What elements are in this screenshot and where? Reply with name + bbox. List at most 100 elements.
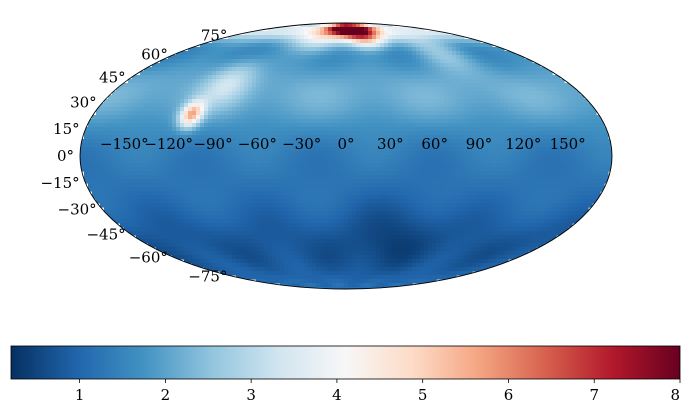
heatmap-cell (396, 115, 401, 120)
heatmap-cell (328, 155, 333, 160)
heatmap-cell (448, 51, 453, 56)
heatmap-cell (524, 163, 529, 168)
heatmap-cell (168, 55, 173, 60)
heatmap-cell (280, 199, 285, 204)
heatmap-cell (200, 167, 205, 172)
heatmap-cell (228, 119, 233, 124)
heatmap-cell (400, 191, 405, 196)
heatmap-cell (472, 87, 477, 92)
heatmap-cell (288, 159, 293, 164)
heatmap-cell (260, 39, 265, 44)
heatmap-cell (296, 79, 301, 84)
heatmap-cell (392, 95, 397, 100)
heatmap-cell (116, 151, 121, 156)
heatmap-cell (248, 103, 253, 108)
heatmap-cell (304, 103, 309, 108)
heatmap-cell (200, 163, 205, 168)
heatmap-cell (560, 119, 565, 124)
heatmap-cell (460, 75, 465, 80)
heatmap-cell (552, 167, 557, 172)
heatmap-cell (248, 119, 253, 124)
heatmap-cell (512, 119, 517, 124)
heatmap-cell (108, 131, 113, 136)
heatmap-cell (204, 147, 209, 152)
heatmap-cell (352, 147, 357, 152)
heatmap-cell (520, 191, 525, 196)
heatmap-cell (264, 51, 269, 56)
heatmap-cell (180, 143, 185, 148)
heatmap-cell (280, 111, 285, 116)
heatmap-cell (520, 87, 525, 92)
heatmap-cell (424, 55, 429, 60)
heatmap-cell (140, 83, 145, 88)
heatmap-cell (452, 99, 457, 104)
heatmap-cell (312, 83, 317, 88)
heatmap-cell (436, 115, 441, 120)
heatmap-cell (212, 143, 217, 148)
heatmap-cell (488, 179, 493, 184)
heatmap-cell (280, 167, 285, 172)
heatmap-cell (256, 191, 261, 196)
heatmap-cell (516, 67, 521, 72)
heatmap-cell (444, 159, 449, 164)
heatmap-cell (104, 115, 109, 120)
heatmap-cell (460, 59, 465, 64)
heatmap-cell (448, 179, 453, 184)
heatmap-cell (480, 183, 485, 188)
heatmap-cell (528, 199, 533, 204)
heatmap-cell (144, 187, 149, 192)
heatmap-cell (108, 147, 113, 152)
heatmap-cell (336, 79, 341, 84)
heatmap-cell (252, 191, 257, 196)
heatmap-cell (212, 195, 217, 200)
heatmap-cell (332, 191, 337, 196)
heatmap-cell (208, 151, 213, 156)
heatmap-cell (384, 23, 389, 28)
heatmap-cell (396, 107, 401, 112)
heatmap-cell (508, 75, 513, 80)
heatmap-cell (428, 135, 433, 140)
heatmap-cell (188, 87, 193, 92)
heatmap-cell (160, 163, 165, 168)
heatmap-cell (528, 143, 533, 148)
heatmap-cell (316, 139, 321, 144)
heatmap-cell (240, 147, 245, 152)
heatmap-cell (184, 179, 189, 184)
heatmap-cell (148, 183, 153, 188)
heatmap-cell (600, 179, 605, 184)
heatmap-cell (400, 91, 405, 96)
heatmap-cell (364, 179, 369, 184)
heatmap-cell (560, 175, 565, 180)
heatmap-cell (500, 71, 505, 76)
heatmap-cell (512, 199, 517, 204)
heatmap-cell (336, 99, 341, 104)
heatmap-cell (472, 67, 477, 72)
heatmap-cell (160, 71, 165, 76)
heatmap-cell (148, 131, 153, 136)
heatmap-cell (108, 175, 113, 180)
heatmap-cell (316, 99, 321, 104)
heatmap-cell (372, 171, 377, 176)
heatmap-cell (504, 67, 509, 72)
heatmap-cell (408, 95, 413, 100)
heatmap-cell (180, 99, 185, 104)
heatmap-cell (484, 167, 489, 172)
heatmap-cell (164, 107, 169, 112)
heatmap-cell (528, 175, 533, 180)
heatmap-cell (88, 179, 93, 184)
heatmap-cell (440, 147, 445, 152)
heatmap-cell (308, 151, 313, 156)
heatmap-cell (128, 191, 133, 196)
heatmap-cell (244, 143, 249, 148)
heatmap-cell (372, 127, 377, 132)
heatmap-cell (524, 179, 529, 184)
heatmap-cell (236, 71, 241, 76)
heatmap-cell (544, 87, 549, 92)
heatmap-cell (476, 63, 481, 68)
heatmap-cell (412, 43, 417, 48)
heatmap-cell (436, 99, 441, 104)
heatmap-cell (396, 123, 401, 128)
heatmap-cell (96, 171, 101, 176)
heatmap-cell (576, 103, 581, 108)
heatmap-cell (348, 35, 353, 40)
